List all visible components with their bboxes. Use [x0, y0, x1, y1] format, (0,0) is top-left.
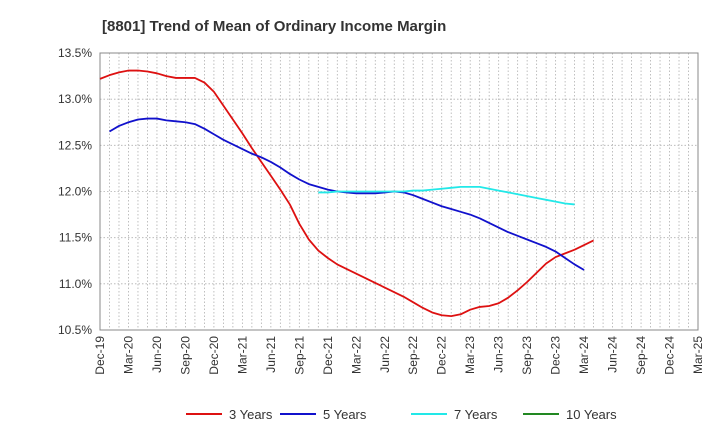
x-tick-label: Jun-20: [150, 336, 164, 373]
y-axis: 13.5% 13.0% 12.5% 12.0% 11.5% 11.0% 10.5%: [58, 46, 92, 337]
y-tick-label: 11.5%: [59, 231, 92, 245]
x-tick-label: Sep-20: [178, 336, 192, 375]
y-tick-label: 11.0%: [59, 277, 92, 291]
x-tick-label: Mar-23: [463, 336, 477, 374]
legend-label: 5 Years: [323, 407, 367, 422]
plot-frame: [99, 52, 699, 331]
x-tick-label: Mar-24: [577, 336, 591, 374]
x-tick-label: Dec-21: [321, 336, 335, 375]
y-tick-label: 13.5%: [58, 46, 92, 60]
x-tick-label: Mar-22: [349, 336, 363, 374]
x-tick-label: Mar-20: [121, 336, 135, 374]
legend-label: 10 Years: [566, 407, 617, 422]
x-tick-label: Dec-20: [207, 336, 221, 375]
y-tick-label: 10.5%: [58, 323, 92, 337]
x-tick-label: Sep-21: [292, 336, 306, 375]
x-tick-label: Jun-21: [264, 336, 278, 373]
series-line-3: [318, 185, 575, 206]
x-tick-label: Dec-22: [435, 336, 449, 375]
y-tick-label: 12.0%: [58, 185, 92, 199]
x-tick-label: Jun-22: [378, 336, 392, 373]
x-tick-label: Dec-19: [93, 336, 107, 375]
legend-label: 3 Years: [229, 407, 273, 422]
x-tick-label: Dec-23: [549, 336, 563, 375]
x-axis: Dec-19 Mar-20 Jun-20 Sep-20 Dec-20 Mar-21 Jun-…: [93, 336, 705, 375]
legend-label: 7 Years: [454, 407, 498, 422]
chart-title: [8801] Trend of Mean of Ordinary Income …: [102, 18, 446, 35]
x-tick-label: Sep-23: [520, 336, 534, 375]
legend: 3 Years 5 Years 7 Years 10 Years: [186, 407, 617, 422]
series-lines: [99, 69, 594, 318]
x-tick-label: Mar-25: [691, 336, 705, 374]
x-tick-label: Jun-24: [606, 336, 620, 373]
x-tick-label: Jun-23: [492, 336, 506, 373]
x-tick-label: Dec-24: [663, 336, 677, 375]
x-tick-label: Sep-22: [406, 336, 420, 375]
x-tick-label: Mar-21: [235, 336, 249, 374]
y-tick-label: 13.0%: [58, 92, 92, 106]
y-tick-label: 12.5%: [58, 138, 92, 152]
series-line-2: [109, 117, 585, 271]
x-tick-label: Sep-24: [634, 336, 648, 375]
series-line-1: [99, 69, 594, 318]
